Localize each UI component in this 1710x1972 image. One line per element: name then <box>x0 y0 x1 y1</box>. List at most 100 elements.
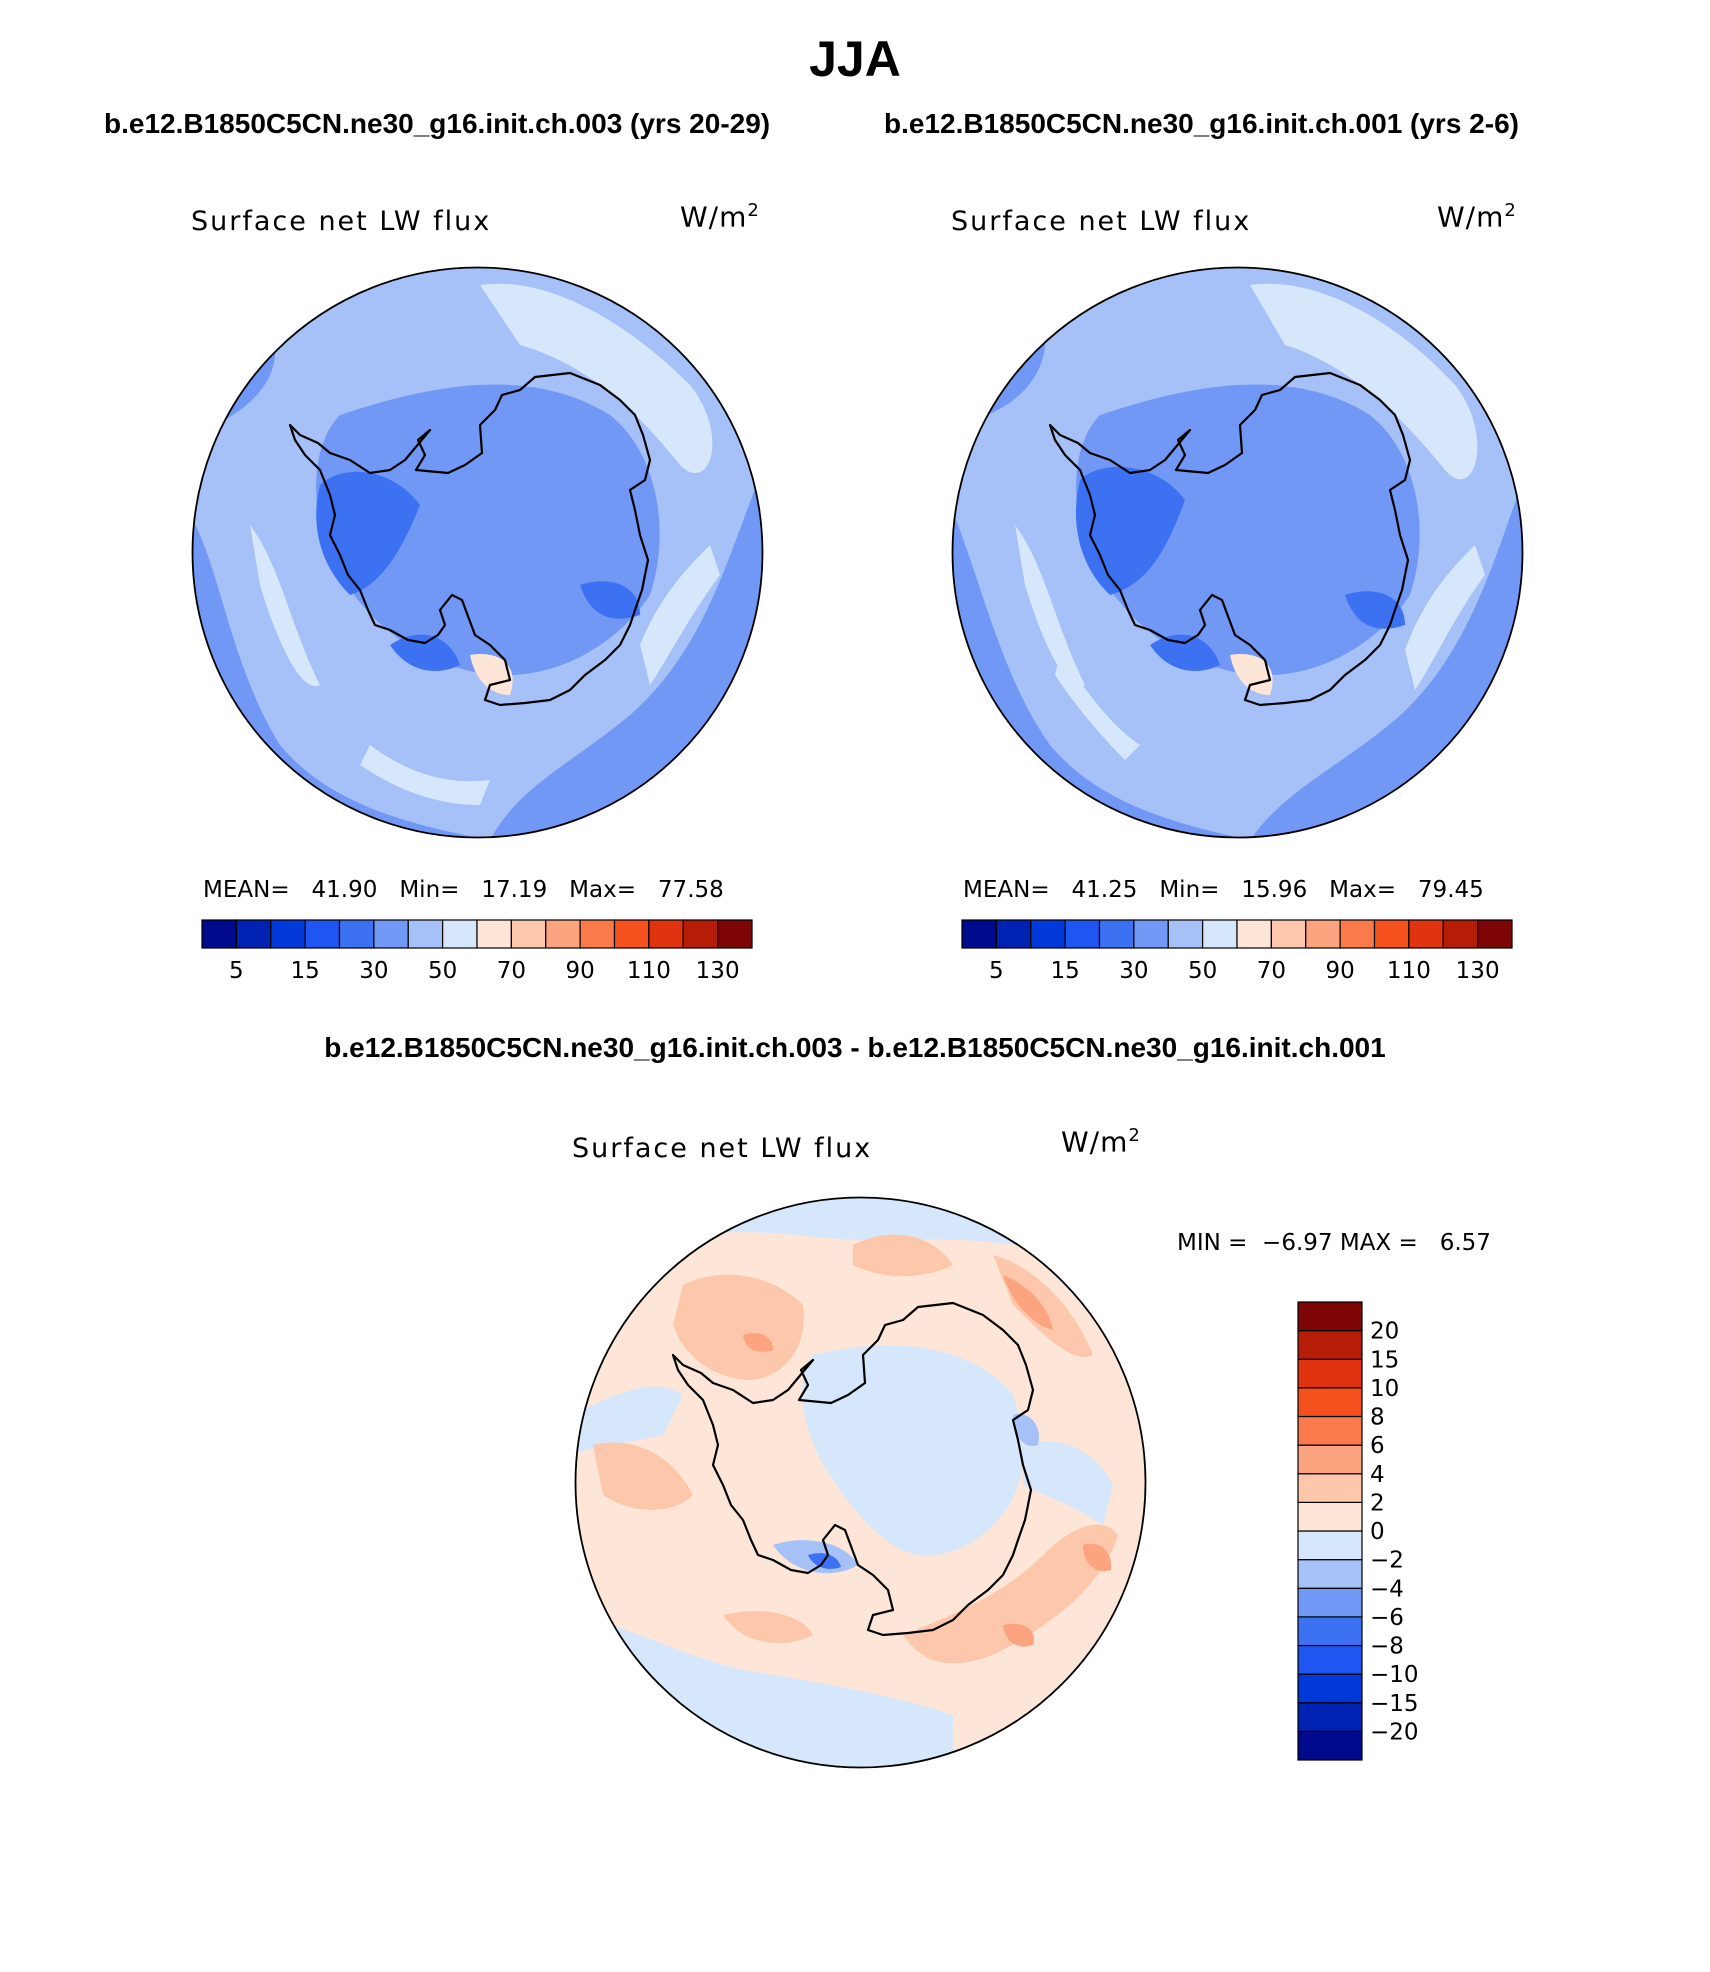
panel1-band-light <box>250 525 320 687</box>
panel1-band-light <box>360 745 490 805</box>
colorbar-box <box>961 919 997 949</box>
panel1-continent-dark <box>316 471 420 595</box>
panel3-strong-warm <box>1083 1543 1112 1572</box>
colorbar-tick-label: 8 <box>1370 1405 1385 1431</box>
colorbar-tick-label: 110 <box>627 958 671 984</box>
colorbar-box <box>1098 919 1135 949</box>
colorbar-box <box>373 919 409 949</box>
panel3-variable-title: Surface net LW flux <box>572 1133 873 1164</box>
panel3-units-base: W/m <box>1061 1125 1129 1159</box>
panel2-mean-label: MEAN= <box>963 877 1050 903</box>
panel1-units: W/m2 <box>680 200 760 233</box>
colorbar-box <box>1202 919 1238 949</box>
panel2-units: W/m2 <box>1437 200 1517 233</box>
colorbar-box <box>1236 919 1272 949</box>
colorbar-box <box>1477 919 1513 949</box>
panel2-map-border <box>951 266 1524 839</box>
colorbar-tick-label: −20 <box>1370 1719 1419 1745</box>
colorbar-box <box>1297 1387 1363 1418</box>
colorbar-box <box>1297 1559 1363 1589</box>
colorbar-box <box>442 919 478 949</box>
panel2-continent-dark <box>1345 591 1405 629</box>
panel3-map-border <box>574 1196 1147 1769</box>
panel2-antarctica-coastline <box>1048 371 1412 707</box>
colorbar-box <box>682 919 719 949</box>
panel2-min-label: Min= <box>1159 877 1220 903</box>
colorbar-tick-label: 30 <box>359 958 388 984</box>
colorbar-box <box>510 919 547 949</box>
panel3-strong-warm <box>1003 1623 1034 1647</box>
panel2-warm-patch <box>1230 654 1273 695</box>
panel1-mean-label: MEAN= <box>203 877 290 903</box>
colorbar-box <box>648 919 684 949</box>
panel3-cool-region <box>575 1386 683 1455</box>
panel3-strong-warm <box>1003 1275 1053 1330</box>
panel1-band-light <box>640 545 720 685</box>
colorbar-box <box>1297 1444 1363 1475</box>
panel2-units-base: W/m <box>1437 200 1505 234</box>
panel3-units-exponent: 2 <box>1128 1125 1141 1146</box>
colorbar-box <box>1167 919 1204 949</box>
panel2-variable-title: Surface net LW flux <box>951 206 1252 237</box>
colorbar-box <box>1408 919 1444 949</box>
case-title-left: b.e12.B1850C5CN.ne30_g16.init.ch.003 (yr… <box>104 108 771 139</box>
panel3-warm-region <box>673 1274 804 1380</box>
panel3-min-label: MIN = <box>1177 1230 1248 1256</box>
panel1-max-label: Max= <box>569 877 636 903</box>
colorbar-box <box>1297 1587 1363 1618</box>
colorbar-tick-label: 4 <box>1370 1462 1385 1488</box>
panel1-continent-dark <box>390 634 460 671</box>
colorbar-box <box>613 919 650 949</box>
colorbar-box <box>995 919 1032 949</box>
panel1-units-base: W/m <box>680 200 748 234</box>
colorbar-box <box>1297 1530 1363 1561</box>
colorbar-tick-label: 50 <box>1188 958 1217 984</box>
panel2-continent-mid <box>1076 384 1420 676</box>
colorbar-box <box>1297 1358 1363 1389</box>
panel2-band-light <box>1055 655 1140 760</box>
colorbar-tick-label: 15 <box>290 958 319 984</box>
panel2-polar-map <box>951 266 1524 839</box>
figure-title: JJA <box>809 31 901 87</box>
panel2-units-exponent: 2 <box>1504 200 1517 221</box>
panel2-max-value: 79.45 <box>1417 877 1484 903</box>
colorbar-tick-label: 90 <box>565 958 594 984</box>
colorbar-tick-label: 15 <box>1050 958 1079 984</box>
panel3-stats: MIN = −6.97 MAX = 6.57 <box>1177 1230 1491 1256</box>
colorbar-tick-label: 15 <box>1370 1347 1399 1373</box>
panel1-variable-title: Surface net LW flux <box>191 206 492 237</box>
colorbar-tick-label: 20 <box>1370 1319 1399 1345</box>
colorbar-box <box>1297 1415 1363 1446</box>
colorbar-tick-label: 90 <box>1325 958 1354 984</box>
panel3-strong-warm <box>743 1333 773 1352</box>
colorbar-box <box>579 919 616 949</box>
panel1-units-exponent: 2 <box>747 200 760 221</box>
panel3-polar-map <box>574 1196 1147 1769</box>
colorbar-box <box>1297 1616 1363 1647</box>
colorbar-box <box>201 919 237 949</box>
panel1-map-border <box>191 266 764 839</box>
panel1-mean-value: 41.90 <box>311 877 378 903</box>
panel1-warm-patch <box>470 654 513 695</box>
colorbar-box <box>1373 919 1410 949</box>
colorbar-box <box>1305 919 1341 949</box>
panel3-warm-region <box>593 1442 693 1510</box>
panel1-continent-dark <box>580 581 640 619</box>
panel2-min-value: 15.96 <box>1241 877 1308 903</box>
colorbar-tick-label: −6 <box>1370 1605 1404 1631</box>
panel3-cool-region <box>1023 1441 1113 1525</box>
colorbar-tick-label: 0 <box>1370 1519 1385 1545</box>
panel2-continent-dark <box>1150 634 1220 671</box>
colorbar-box <box>717 919 753 949</box>
colorbar-box <box>1297 1730 1363 1761</box>
colorbar-tick-label: −2 <box>1370 1548 1404 1574</box>
panel3-antarctica-coastline <box>671 1301 1035 1637</box>
panel3-units: W/m2 <box>1061 1125 1141 1158</box>
colorbar-box <box>1297 1501 1363 1532</box>
colorbar-box <box>304 919 341 949</box>
colorbar-tick-label: 50 <box>428 958 457 984</box>
colorbar-tick-label: 10 <box>1370 1376 1399 1402</box>
colorbar-tick-label: 70 <box>1257 958 1286 984</box>
colorbar-tick-label: 130 <box>696 958 740 984</box>
